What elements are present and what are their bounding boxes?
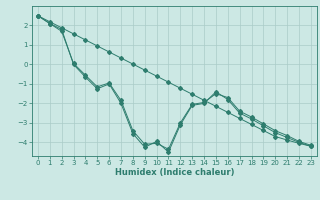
X-axis label: Humidex (Indice chaleur): Humidex (Indice chaleur) bbox=[115, 168, 234, 177]
